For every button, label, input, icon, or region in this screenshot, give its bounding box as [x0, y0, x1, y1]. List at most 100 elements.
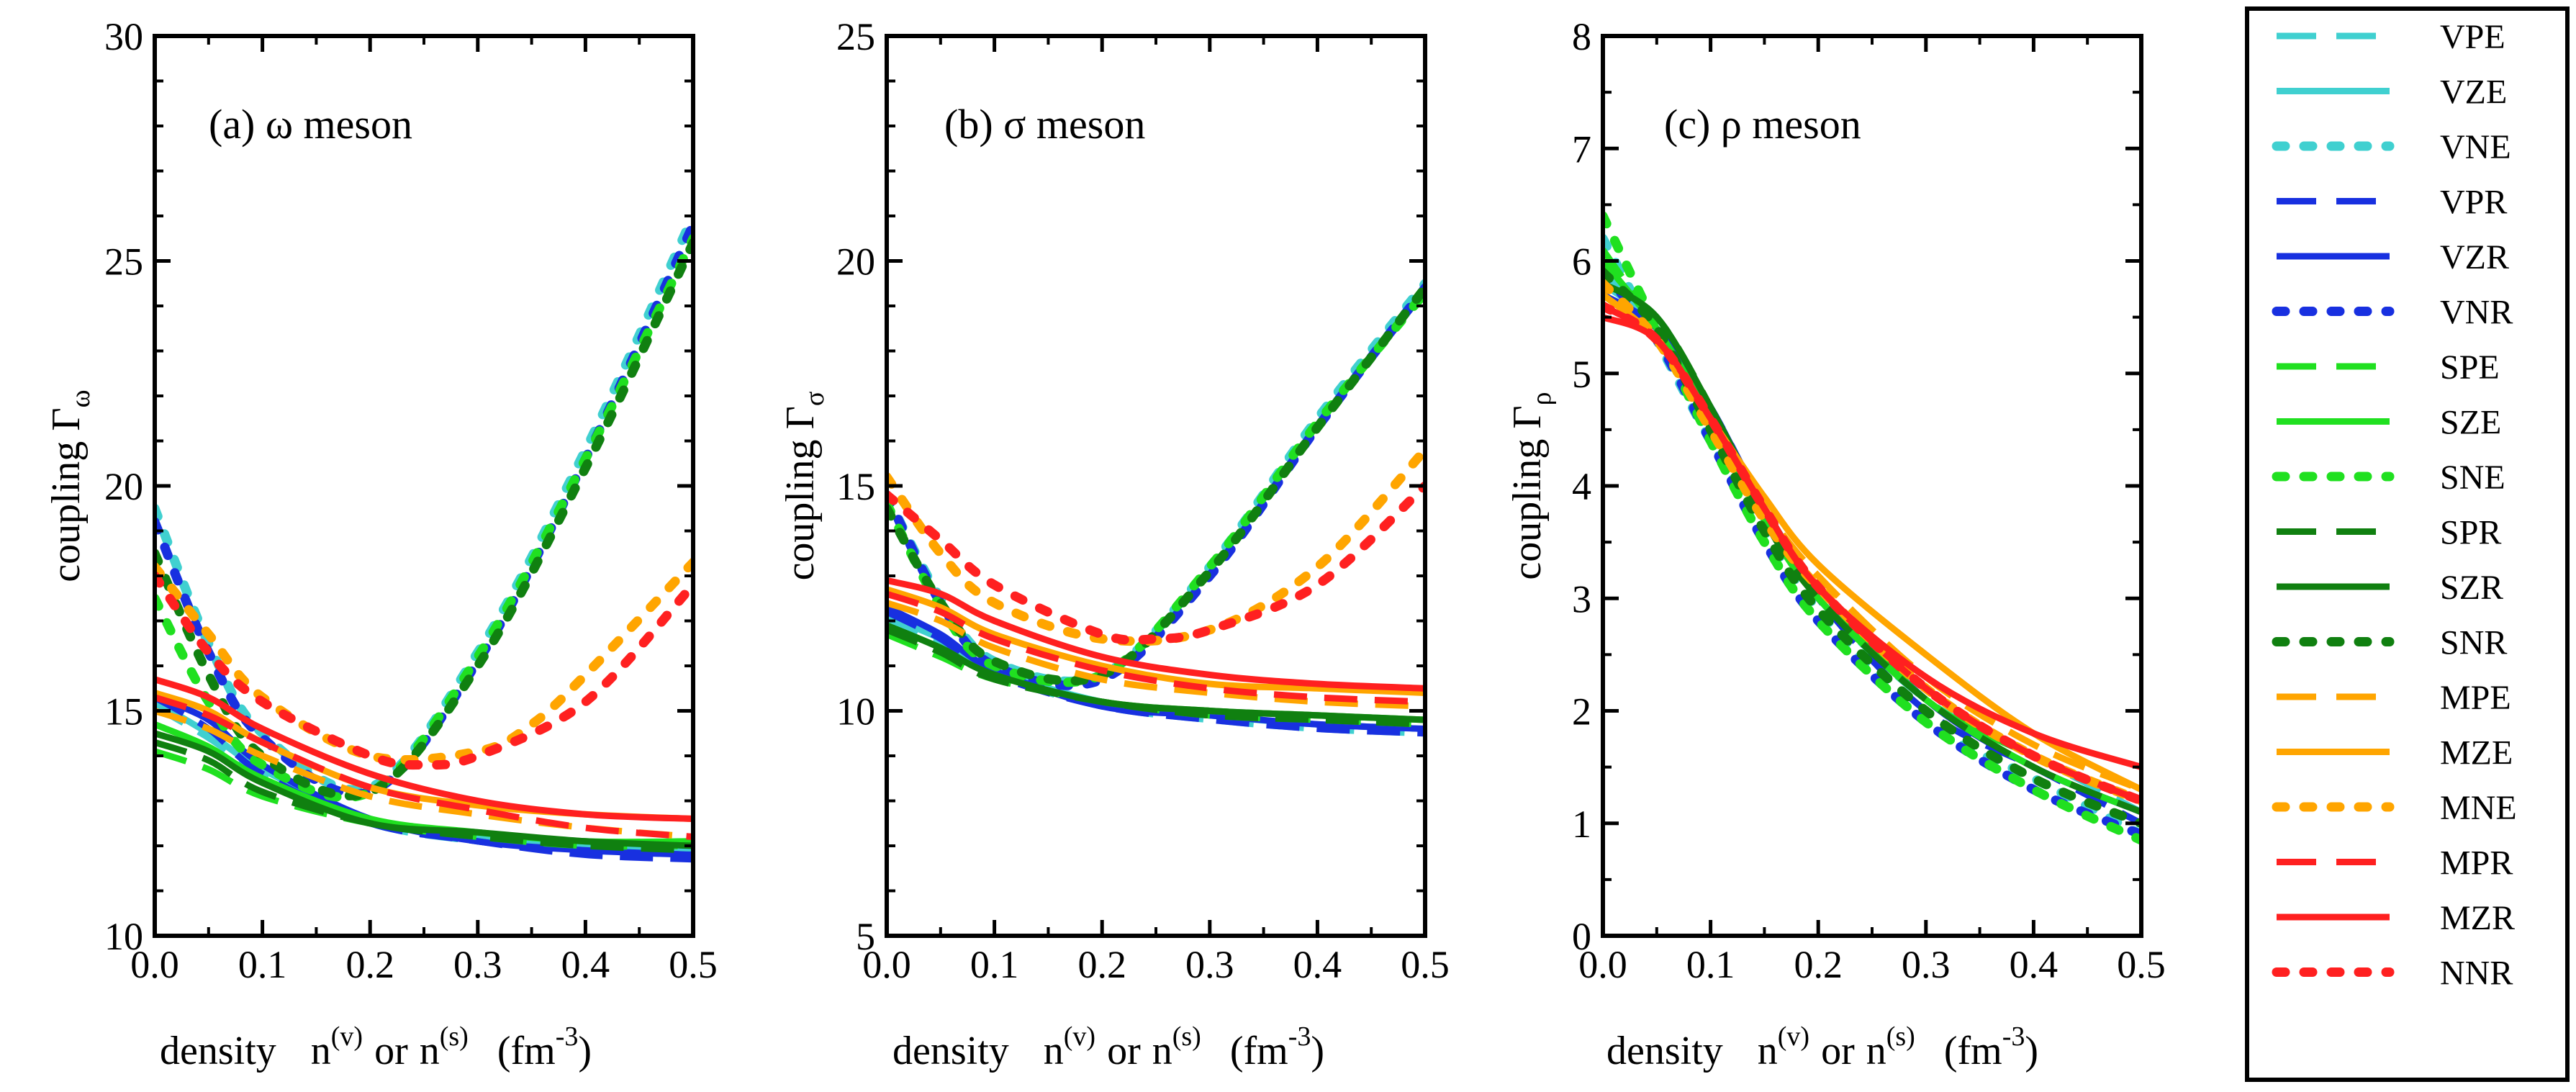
legend-label: SNE: [2440, 459, 2505, 497]
x-tick-label: 0.3: [1902, 943, 1951, 986]
legend-item-vnr: VNR: [2272, 294, 2513, 332]
x-tick-label: 0.0: [130, 943, 179, 986]
y-tick-label: 25: [836, 15, 875, 58]
y-tick-label: 4: [1572, 465, 1591, 508]
legend-label: MNE: [2440, 789, 2517, 827]
series-szr-line: [887, 622, 1425, 723]
y-tick-label: 6: [1572, 240, 1591, 284]
legend-label: SPR: [2440, 514, 2501, 552]
series-spe-line: [887, 631, 1425, 728]
panel-a-x-axis-title: density n(v) or n(s) (fm-3): [160, 1021, 592, 1073]
x-tick-label: 0.2: [1794, 943, 1843, 986]
panel-b-y-axis-subscript: σ: [800, 392, 830, 406]
y-tick-label: 20: [836, 240, 875, 284]
panel-c-plot-area: [1603, 211, 2141, 845]
series-sze-line: [1603, 258, 2141, 804]
legend-item-vze: VZE: [2277, 73, 2507, 112]
y-tick-label: 5: [1572, 353, 1591, 396]
legend-label: NNR: [2440, 955, 2513, 993]
series-mpe-line: [1603, 292, 2141, 793]
panel-c-x-axis-title: density n(v) or n(s) (fm-3): [1606, 1021, 2038, 1073]
series-spr-line: [887, 626, 1425, 728]
x-tick-label: 0.0: [1578, 943, 1627, 986]
series-spe-line: [155, 748, 693, 850]
legend-item-spe: SPE: [2277, 348, 2500, 387]
series-nnr-line: [155, 571, 693, 770]
panel-c-title: (c) ρ meson: [1664, 101, 1861, 148]
legend-frame: [2245, 6, 2570, 1082]
legend-item-mpe: MPE: [2277, 679, 2511, 717]
legend-item-mpr: MPR: [2277, 844, 2513, 883]
panel-b-y-axis-word: coupling: [778, 439, 823, 580]
legend-label: VZR: [2440, 238, 2509, 276]
y-tick-label: 0: [1572, 915, 1591, 958]
series-nnr-line: [1603, 301, 2141, 806]
y-tick-label: 25: [104, 240, 143, 284]
series-mzr-line: [887, 577, 1425, 692]
x-tick-label: 0.3: [453, 943, 502, 986]
panel-b-y-axis-symbol: Γ: [778, 406, 823, 429]
legend-label: SZR: [2440, 569, 2503, 607]
series-mpr-line: [155, 694, 693, 840]
y-tick-label: 30: [104, 15, 143, 58]
series-snr-line: [155, 238, 693, 800]
panel-a: 0.0 0.1 0.2 0.3 0.4 0.5 10 15 20 25 30 (a) ω meson…: [44, 15, 718, 1073]
y-tick-label: 8: [1572, 15, 1591, 58]
panel-a-y-axis-word: coupling: [44, 441, 89, 582]
series-mpe-line: [887, 600, 1425, 710]
panel-c-y-axis-word: coupling: [1505, 439, 1550, 580]
y-tick-label: 10: [104, 915, 143, 958]
panel-a-y-axis-subscript: ω: [65, 389, 96, 407]
legend-item-vne: VNE: [2272, 128, 2511, 166]
panel-b-ticks: 0.0 0.1 0.2 0.3 0.4 0.5 5 10 15 20 25: [836, 15, 1450, 986]
series-nnr-line: [887, 481, 1425, 645]
y-tick-label: 15: [104, 690, 143, 734]
legend-label: VPE: [2440, 18, 2505, 56]
legend: VPE VZE VNE VPR VZR VNR SPE SZE SNE SPR SZR SNR MPE M…: [2245, 6, 2570, 1082]
series-mpe-line: [155, 708, 693, 840]
series-vnr-line: [155, 220, 693, 799]
series-mne-line: [155, 557, 693, 765]
panel-c-y-axis-title: coupling Γρ: [1505, 392, 1557, 579]
y-tick-label: 2: [1572, 690, 1591, 734]
legend-item-vpe: VPE: [2277, 18, 2505, 56]
panel-a-y-axis-symbol: Γ: [44, 407, 89, 430]
x-tick-label: 0.2: [1077, 943, 1126, 986]
panel-a-plot-area: [155, 211, 693, 863]
panel-b-x-axis-title: density n(v) or n(s) (fm-3): [892, 1021, 1324, 1073]
series-szr-line: [155, 730, 693, 849]
legend-item-mzr: MZR: [2277, 899, 2515, 937]
y-tick-label: 5: [856, 915, 875, 958]
panel-b-title: (b) σ meson: [944, 101, 1145, 148]
y-tick-label: 20: [104, 465, 143, 508]
legend-item-szr: SZR: [2277, 569, 2503, 607]
panel-c-y-axis-subscript: ρ: [1527, 392, 1557, 405]
series-vpe-line: [887, 618, 1425, 737]
legend-label: MPR: [2440, 844, 2513, 883]
panel-b-plot-area: [887, 279, 1425, 737]
x-tick-label: 0.5: [1401, 943, 1450, 986]
legend-item-snr: SNR: [2272, 624, 2507, 662]
x-tick-label: 0.2: [345, 943, 394, 986]
series-mpr-line: [887, 590, 1425, 705]
y-tick-label: 15: [836, 465, 875, 508]
legend-item-vzr: VZR: [2277, 238, 2509, 276]
series-mze-line: [887, 586, 1425, 696]
legend-label: SZE: [2440, 404, 2501, 442]
x-tick-label: 0.3: [1185, 943, 1234, 986]
x-tick-label: 0.5: [669, 943, 718, 986]
legend-item-nnr: NNR: [2272, 955, 2513, 993]
series-vzr-line: [887, 604, 1425, 732]
legend-label: VZE: [2440, 73, 2507, 112]
legend-label: VNR: [2440, 294, 2513, 332]
series-snr-line: [887, 283, 1425, 686]
series-spr-line: [1603, 280, 2141, 816]
series-mzr-line: [155, 676, 693, 822]
legend-label: MPE: [2440, 679, 2511, 717]
legend-label: SNR: [2440, 624, 2507, 662]
y-tick-label: 1: [1572, 803, 1591, 846]
panel-a-title: (a) ω meson: [209, 101, 412, 148]
